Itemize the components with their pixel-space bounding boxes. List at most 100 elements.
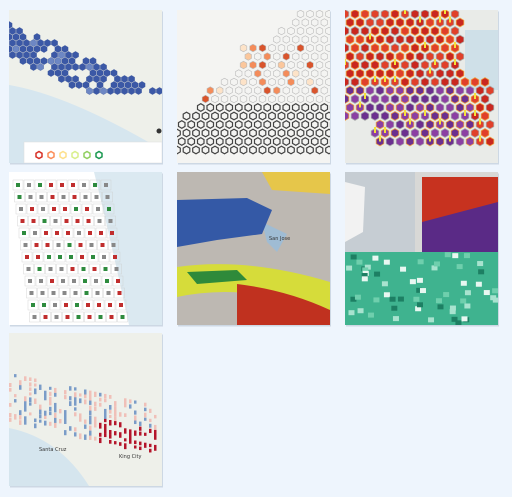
hex-cell: [385, 68, 395, 79]
hex-cell: [395, 68, 405, 79]
hex-cell: [445, 119, 455, 130]
hex-cell: [380, 60, 390, 70]
hex-cell: [287, 26, 295, 36]
hex-cell: [370, 43, 380, 53]
hex-cell: [282, 52, 290, 61]
grid-cell: [29, 227, 41, 239]
hex-cell: [244, 52, 252, 61]
hex-cell: [292, 69, 300, 78]
hex-cell: [273, 52, 281, 61]
bar-marker: [89, 425, 92, 431]
thumbnail[interactable]: [345, 172, 499, 327]
hex-cell: [385, 136, 395, 147]
cell-marker: [96, 207, 100, 211]
grid-cell: [68, 275, 80, 287]
hex-cell: [325, 10, 330, 19]
hex-cell: [268, 60, 276, 70]
hex-cell: [93, 63, 100, 71]
hex-cell: [9, 39, 16, 47]
hex-cell: [450, 77, 460, 87]
hex-cell: [230, 77, 238, 87]
cell-marker: [63, 207, 67, 211]
place-label: Santa Cruz: [39, 447, 67, 453]
hex-cell: [415, 68, 425, 79]
thumbnail[interactable]: [9, 172, 163, 327]
bar-marker: [124, 438, 127, 442]
cell-marker: [62, 291, 67, 295]
hex-cell: [365, 51, 375, 62]
hex-cell: [86, 75, 93, 83]
hex-cell: [445, 85, 455, 96]
grid-cell: [106, 227, 118, 239]
hex-cell: [390, 26, 400, 36]
thumbnail[interactable]: [341, 8, 505, 165]
hex-cell: [220, 94, 229, 104]
bar-marker: [34, 378, 37, 383]
bar-marker: [19, 380, 22, 387]
hex-cell: [192, 128, 200, 138]
hex-cell: [230, 128, 238, 138]
hex-cell: [415, 34, 425, 45]
cell-marker: [44, 231, 48, 235]
bar-marker: [29, 392, 32, 396]
thumbnail[interactable]: [174, 10, 337, 165]
grid-cell: [48, 203, 60, 215]
hex-cell: [206, 137, 215, 146]
grid-cell: [62, 311, 73, 323]
hex-cell: [51, 39, 58, 47]
hex-cell: [395, 102, 405, 113]
thumbnail[interactable]: [6, 10, 163, 165]
bar-marker: [394, 59, 396, 65]
grid-cell: [23, 263, 34, 275]
bar-marker: [89, 405, 92, 411]
hex-cell: [345, 68, 355, 79]
hex-cell: [79, 63, 86, 71]
bar-marker: [139, 431, 142, 436]
bar-marker: [129, 429, 132, 436]
grid-cell: [38, 299, 50, 311]
tract: [477, 261, 484, 267]
hex-cell: [301, 120, 310, 129]
hex-cell: [430, 10, 440, 19]
grid-cell: [17, 215, 28, 227]
bar-marker: [154, 414, 157, 419]
bar-marker: [54, 412, 57, 419]
cell-marker: [53, 219, 58, 223]
thumbnail[interactable]: San Jose: [177, 172, 331, 327]
hex-cell: [30, 51, 37, 59]
hex-cell: [320, 103, 329, 112]
bar-marker: [144, 412, 147, 418]
hex-cell: [415, 136, 425, 147]
grid-cell: [92, 203, 104, 215]
hex-cell: [415, 119, 425, 130]
hex-cell: [440, 128, 450, 138]
thumbnail[interactable]: Santa Cruz King City: [9, 333, 163, 488]
grid-cell: [59, 203, 71, 215]
hex-cell: [320, 120, 329, 129]
hex-cell: [12, 45, 20, 53]
grid-cell: [59, 287, 70, 299]
bar-marker: [74, 407, 77, 411]
cell-marker: [108, 303, 112, 307]
cell-marker: [45, 243, 50, 247]
grid-cell: [39, 215, 50, 227]
hex-cell: [273, 35, 281, 44]
bar-marker: [9, 418, 12, 422]
hex-cell: [253, 120, 262, 129]
hex-cell: [405, 34, 415, 45]
bar-marker: [49, 401, 52, 406]
cell-marker: [56, 243, 61, 247]
hex-cell: [435, 51, 445, 62]
bar-marker: [345, 59, 346, 65]
hex-cell: [400, 60, 410, 70]
grid-cell: [50, 215, 61, 227]
hex-cell: [410, 77, 420, 87]
tract: [383, 292, 390, 298]
bar-marker: [404, 10, 406, 14]
bar-marker: [94, 436, 97, 441]
grid-cell: [109, 251, 121, 263]
cell-marker: [64, 303, 68, 307]
hex-cell: [19, 45, 27, 53]
cell-marker: [66, 231, 70, 235]
